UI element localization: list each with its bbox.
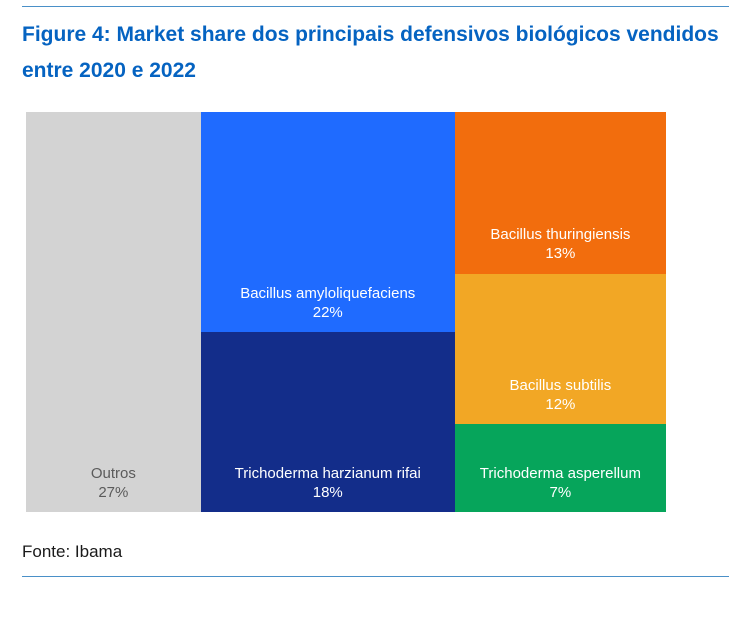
treemap-cell-value: 12% [545,396,575,415]
bottom-rule [22,576,729,577]
treemap-cell-value: 22% [313,304,343,323]
treemap-cell-label: Trichoderma harzianum rifai [235,465,421,484]
treemap-cell-trichoderma-harzianum-rifai: Trichoderma harzianum rifai18% [201,332,455,512]
treemap-cell-bacillus-subtilis: Bacillus subtilis12% [455,274,666,425]
treemap-cell-label: Bacillus thuringiensis [490,226,630,245]
treemap-cell-trichoderma-asperellum: Trichoderma asperellum7% [455,424,666,512]
treemap-cell-value: 13% [545,245,575,264]
treemap-cell-label: Bacillus subtilis [510,377,612,396]
treemap-cell-value: 27% [98,484,128,503]
treemap-cell-bacillus-thuringiensis: Bacillus thuringiensis13% [455,112,666,273]
treemap-cell-value: 7% [550,484,572,503]
treemap-cell-outros: Outros27% [26,112,201,512]
treemap: Outros27%Bacillus amyloliquefaciens22%Tr… [26,112,666,512]
chart-container: Outros27%Bacillus amyloliquefaciens22%Tr… [22,102,729,518]
treemap-cell-bacillus-amyloliquefaciens: Bacillus amyloliquefaciens22% [201,112,455,332]
treemap-cell-label: Outros [91,465,136,484]
treemap-cell-label: Trichoderma asperellum [480,465,641,484]
treemap-cell-label: Bacillus amyloliquefaciens [240,285,415,304]
treemap-cell-value: 18% [313,484,343,503]
figure-source: Fonte: Ibama [22,518,729,576]
figure-title: Figure 4: Market share dos principais de… [22,7,729,102]
